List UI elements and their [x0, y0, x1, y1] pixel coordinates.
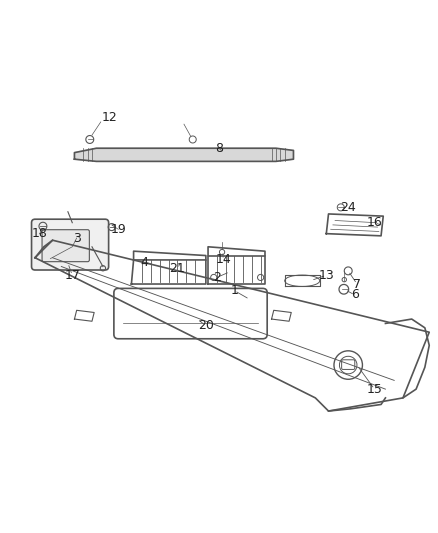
Text: 16: 16	[367, 216, 382, 229]
Text: 6: 6	[351, 288, 359, 302]
Text: 21: 21	[170, 262, 185, 275]
Text: 3: 3	[73, 231, 81, 245]
Text: 8: 8	[215, 142, 223, 155]
Text: 1: 1	[230, 284, 238, 297]
Text: 13: 13	[318, 269, 334, 282]
Text: 19: 19	[110, 223, 126, 236]
Text: 14: 14	[215, 253, 231, 266]
FancyBboxPatch shape	[42, 230, 89, 262]
Text: 2: 2	[213, 271, 221, 284]
Text: 17: 17	[64, 269, 80, 282]
Text: 7: 7	[353, 278, 361, 290]
FancyBboxPatch shape	[32, 219, 109, 270]
Text: 18: 18	[32, 227, 47, 240]
Text: 20: 20	[198, 319, 214, 332]
Text: 24: 24	[340, 201, 356, 214]
Text: 12: 12	[102, 111, 117, 124]
Text: 15: 15	[367, 383, 382, 395]
Text: 4: 4	[141, 256, 148, 269]
Polygon shape	[74, 148, 293, 161]
